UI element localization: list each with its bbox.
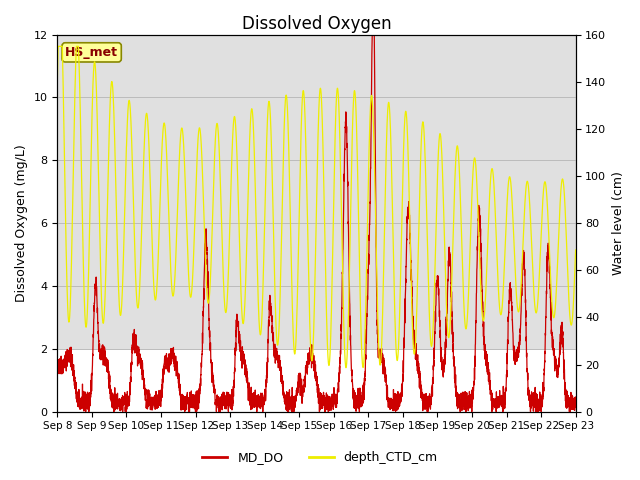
Legend: MD_DO, depth_CTD_cm: MD_DO, depth_CTD_cm xyxy=(197,446,443,469)
Title: Dissolved Oxygen: Dissolved Oxygen xyxy=(242,15,391,33)
Bar xyxy=(58,35,575,349)
Y-axis label: Water level (cm): Water level (cm) xyxy=(612,171,625,275)
Y-axis label: Dissolved Oxygen (mg/L): Dissolved Oxygen (mg/L) xyxy=(15,144,28,302)
Text: HS_met: HS_met xyxy=(65,46,118,59)
